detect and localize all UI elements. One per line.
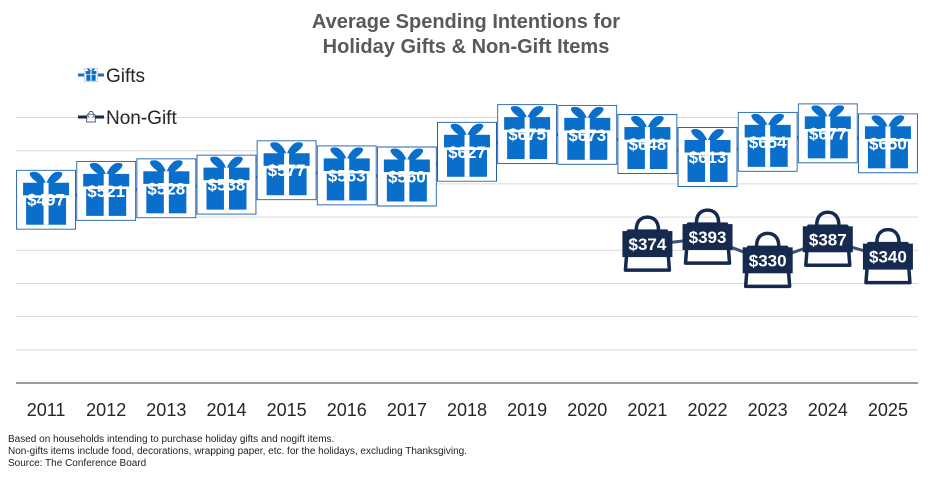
x-tick-label: 2011 [27, 400, 66, 420]
gifts-data-label: $538 [208, 176, 246, 195]
x-tick-label: 2012 [86, 400, 126, 420]
legend: Gifts Non-Gift [78, 66, 177, 129]
non-gift-label-box [742, 247, 793, 274]
non-gift-label-box [862, 243, 913, 270]
legend-label-gifts: Gifts [106, 66, 145, 87]
x-tick-label: 2021 [627, 400, 667, 420]
non-gift-data-label: $374 [628, 235, 666, 254]
chart-title-line-1: Average Spending Intentions for [311, 11, 621, 33]
x-tick-label: 2015 [267, 400, 307, 420]
gifts-data-label: $521 [87, 182, 125, 201]
gifts-data-label: $677 [809, 124, 847, 143]
gifts-data-label: $577 [268, 161, 306, 180]
x-tick-label: 2023 [748, 400, 788, 420]
x-tick-label: 2020 [567, 400, 607, 420]
legend-gift-icon [84, 68, 98, 82]
gifts-data-label: $560 [388, 168, 426, 187]
gifts-data-label: $654 [749, 133, 787, 152]
footnote-definition: Non-gifts items include food, decoration… [8, 446, 467, 457]
legend-bag-icon [86, 111, 96, 123]
non-gift-data-label: $387 [809, 230, 847, 249]
gifts-data-label: $497 [27, 191, 65, 210]
x-tick-label: 2019 [507, 400, 547, 420]
non-gift-data-label: $340 [869, 248, 907, 267]
x-tick-label: 2024 [808, 400, 848, 420]
footnote-basis: Based on households intending to purchas… [8, 434, 335, 445]
x-tick-label: 2025 [868, 400, 908, 420]
gifts-data-label: $563 [328, 166, 366, 185]
x-tick-label: 2017 [387, 400, 427, 420]
x-axis-ticks: 2011 2012 2013 2014 2015 2016 2017 2018 2019 2020… [27, 400, 908, 420]
x-tick-label: 2022 [688, 400, 728, 420]
x-tick-label: 2014 [206, 400, 246, 420]
gifts-data-label: $613 [689, 148, 727, 167]
footnotes: Based on households intending to purchas… [8, 434, 467, 470]
non-gift-data-label: $330 [749, 251, 787, 270]
legend-label-non-gift: Non-Gift [106, 108, 177, 129]
non-gift-label-box [622, 231, 673, 258]
chart-title: Average Spending Intentions for Holiday … [0, 10, 932, 60]
gifts-data-label: $650 [869, 134, 907, 153]
gifts-data-label: $627 [448, 143, 486, 162]
non-gift-label-box [802, 226, 853, 253]
footnote-source: Source: The Conference Board [8, 458, 147, 469]
series-markers: $497 $521 $528 $538 $577 $563 $560 $627 $675 $673… [16, 103, 918, 289]
gifts-data-label: $528 [147, 179, 185, 198]
chart-title-line-2: Holiday Gifts & Non-Gift Items [322, 36, 610, 58]
x-tick-label: 2018 [447, 400, 487, 420]
x-tick-label: 2013 [146, 400, 186, 420]
x-tick-label: 2016 [327, 400, 367, 420]
gifts-data-label: $648 [628, 135, 666, 154]
gifts-data-label: $675 [508, 125, 546, 144]
gifts-data-label: $673 [568, 126, 606, 145]
non-gift-label-box [682, 224, 733, 251]
non-gift-data-label: $393 [689, 228, 727, 247]
